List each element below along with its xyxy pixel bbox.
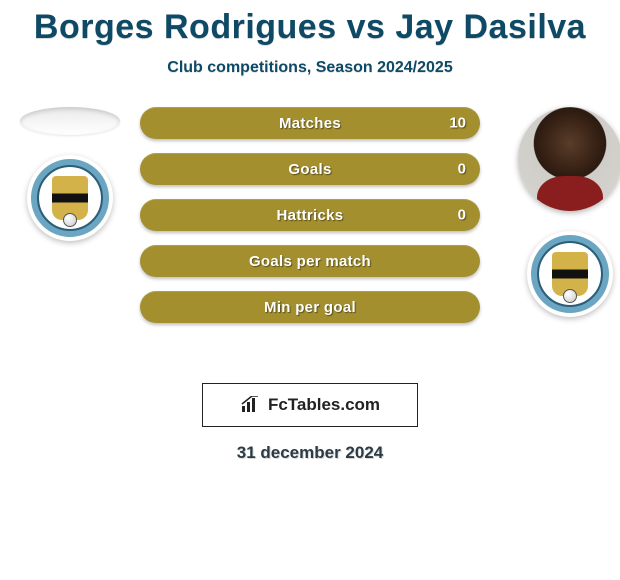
stat-label: Matches	[279, 115, 341, 132]
right-player-avatar	[518, 107, 620, 211]
stat-bar-hattricks: Hattricks 0	[140, 199, 480, 231]
header: Borges Rodrigues vs Jay Dasilva Club com…	[0, 0, 620, 77]
watermark-text: FcTables.com	[268, 395, 380, 415]
stat-bar-min-per-goal: Min per goal	[140, 291, 480, 323]
left-player-avatar	[20, 107, 120, 135]
stat-label: Goals per match	[249, 253, 371, 270]
watermark: FcTables.com	[202, 383, 418, 427]
right-player-column	[510, 107, 620, 317]
stat-bar-goals: Goals 0	[140, 153, 480, 185]
right-player-club-crest	[527, 231, 613, 317]
left-player-club-crest	[27, 155, 113, 241]
page-subtitle: Club competitions, Season 2024/2025	[0, 59, 620, 77]
comparison-panel: Matches 10 Goals 0 Hattricks 0 Goals per…	[0, 107, 620, 367]
date-text: 31 december 2024	[0, 443, 620, 463]
stat-bar-goals-per-match: Goals per match	[140, 245, 480, 277]
left-player-column	[10, 107, 130, 241]
stat-label: Goals	[288, 161, 331, 178]
bar-chart-icon	[240, 396, 262, 414]
stat-bars: Matches 10 Goals 0 Hattricks 0 Goals per…	[140, 107, 480, 323]
stat-label: Min per goal	[264, 299, 356, 316]
stat-right-value: 0	[458, 207, 466, 224]
stat-bar-matches: Matches 10	[140, 107, 480, 139]
stat-label: Hattricks	[277, 207, 344, 224]
stat-right-value: 10	[449, 115, 466, 132]
stat-right-value: 0	[458, 161, 466, 178]
page-title: Borges Rodrigues vs Jay Dasilva	[0, 8, 620, 47]
